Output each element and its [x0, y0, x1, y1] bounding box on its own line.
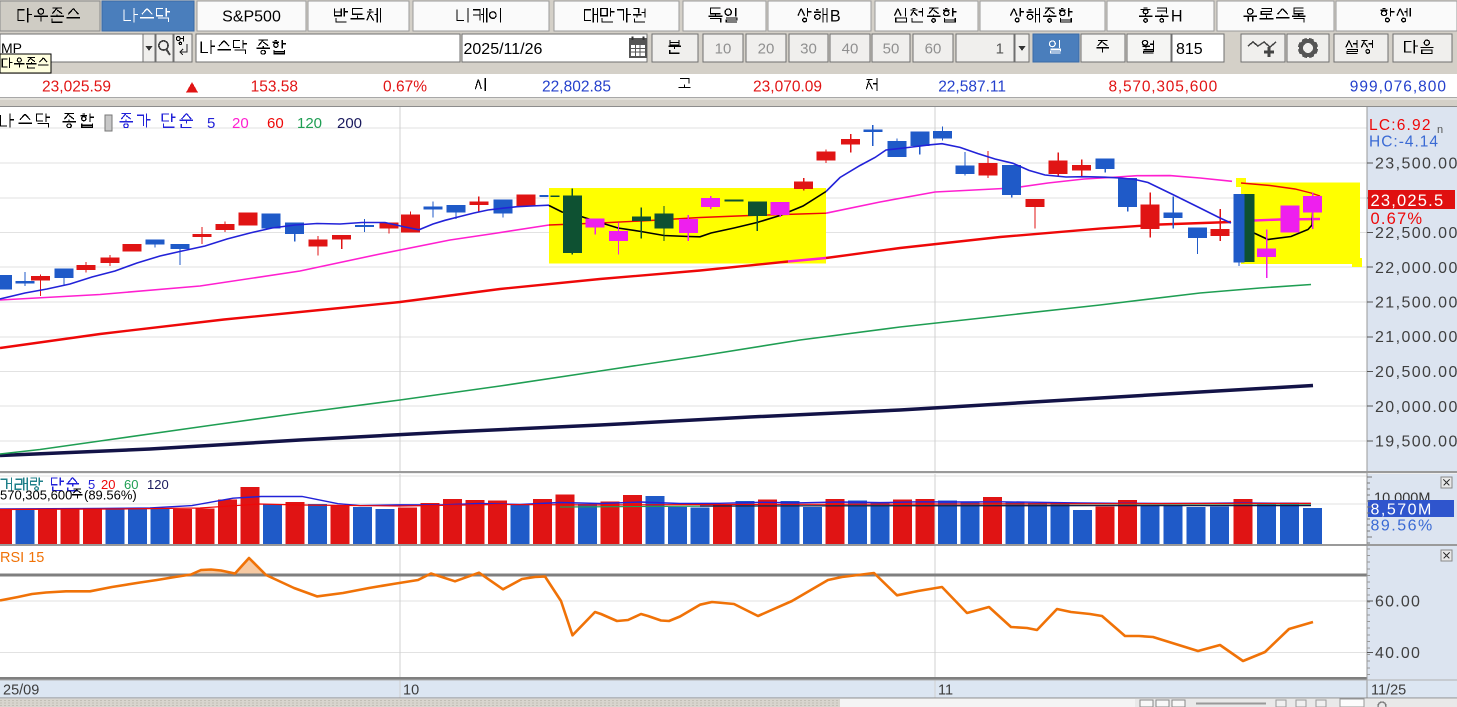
- svg-text:200: 200: [337, 115, 362, 132]
- svg-text:RSI 15: RSI 15: [0, 550, 44, 566]
- svg-text:570,305,600: 570,305,600: [0, 488, 72, 503]
- svg-text:815: 815: [1176, 41, 1203, 58]
- svg-text:23,025.59: 23,025.59: [42, 79, 111, 96]
- svg-text:40: 40: [842, 41, 859, 58]
- svg-text:2025/11/26: 2025/11/26: [464, 41, 543, 58]
- svg-text:5: 5: [207, 115, 215, 132]
- svg-text:23,070.09: 23,070.09: [753, 79, 822, 96]
- svg-text:LC:6.92: LC:6.92: [1369, 117, 1432, 134]
- svg-text:21,500.00: 21,500.00: [1375, 295, 1457, 312]
- svg-text:HC:-4.14: HC:-4.14: [1369, 134, 1439, 151]
- svg-text:5: 5: [88, 477, 95, 492]
- svg-text:10: 10: [403, 683, 419, 699]
- svg-text:0.67%: 0.67%: [1371, 210, 1424, 228]
- svg-text:40.00: 40.00: [1375, 645, 1421, 662]
- svg-text:23,025.5: 23,025.5: [1371, 192, 1445, 210]
- svg-text:20: 20: [101, 477, 115, 492]
- svg-text:22,587.11: 22,587.11: [938, 79, 1006, 96]
- svg-text:60: 60: [925, 41, 942, 58]
- svg-text:22,000.00: 22,000.00: [1375, 260, 1457, 277]
- svg-text:11/25: 11/25: [1371, 683, 1406, 699]
- svg-text:10: 10: [715, 41, 732, 58]
- svg-text:22,802.85: 22,802.85: [542, 79, 611, 96]
- svg-text:21,000.00: 21,000.00: [1375, 329, 1457, 346]
- svg-text:n: n: [1437, 124, 1443, 136]
- svg-text:50: 50: [883, 41, 900, 58]
- svg-text:20,000.00: 20,000.00: [1375, 399, 1457, 416]
- svg-text:19,500.00: 19,500.00: [1375, 434, 1457, 451]
- svg-text:60: 60: [267, 115, 284, 132]
- svg-text:0.67%: 0.67%: [383, 79, 427, 96]
- svg-text:20: 20: [758, 41, 775, 58]
- svg-text:MP: MP: [1, 40, 22, 56]
- svg-text:8,570,305,600: 8,570,305,600: [1108, 79, 1218, 96]
- svg-text:89.56%: 89.56%: [1371, 518, 1434, 535]
- svg-text:11: 11: [938, 683, 953, 699]
- svg-text:120: 120: [297, 115, 322, 132]
- svg-text:60.00: 60.00: [1375, 594, 1421, 611]
- svg-text:999,076,800: 999,076,800: [1350, 79, 1447, 96]
- svg-text:20: 20: [232, 115, 249, 132]
- svg-text:H: H: [1171, 7, 1183, 25]
- svg-text:S&P500: S&P500: [222, 9, 281, 26]
- svg-text:23,500.00: 23,500.00: [1375, 156, 1457, 173]
- svg-text:B: B: [830, 7, 841, 25]
- svg-text:153.58: 153.58: [251, 79, 298, 96]
- svg-text:22,500.00: 22,500.00: [1375, 225, 1457, 242]
- svg-text:120: 120: [147, 477, 169, 492]
- svg-text:8,570M: 8,570M: [1371, 502, 1433, 519]
- svg-text:25/09: 25/09: [3, 683, 39, 699]
- svg-text:60: 60: [124, 477, 138, 492]
- svg-text:1: 1: [996, 41, 1004, 58]
- svg-text:(89.56%): (89.56%): [84, 488, 137, 503]
- svg-text:30: 30: [800, 41, 817, 58]
- svg-text:20,500.00: 20,500.00: [1375, 364, 1457, 381]
